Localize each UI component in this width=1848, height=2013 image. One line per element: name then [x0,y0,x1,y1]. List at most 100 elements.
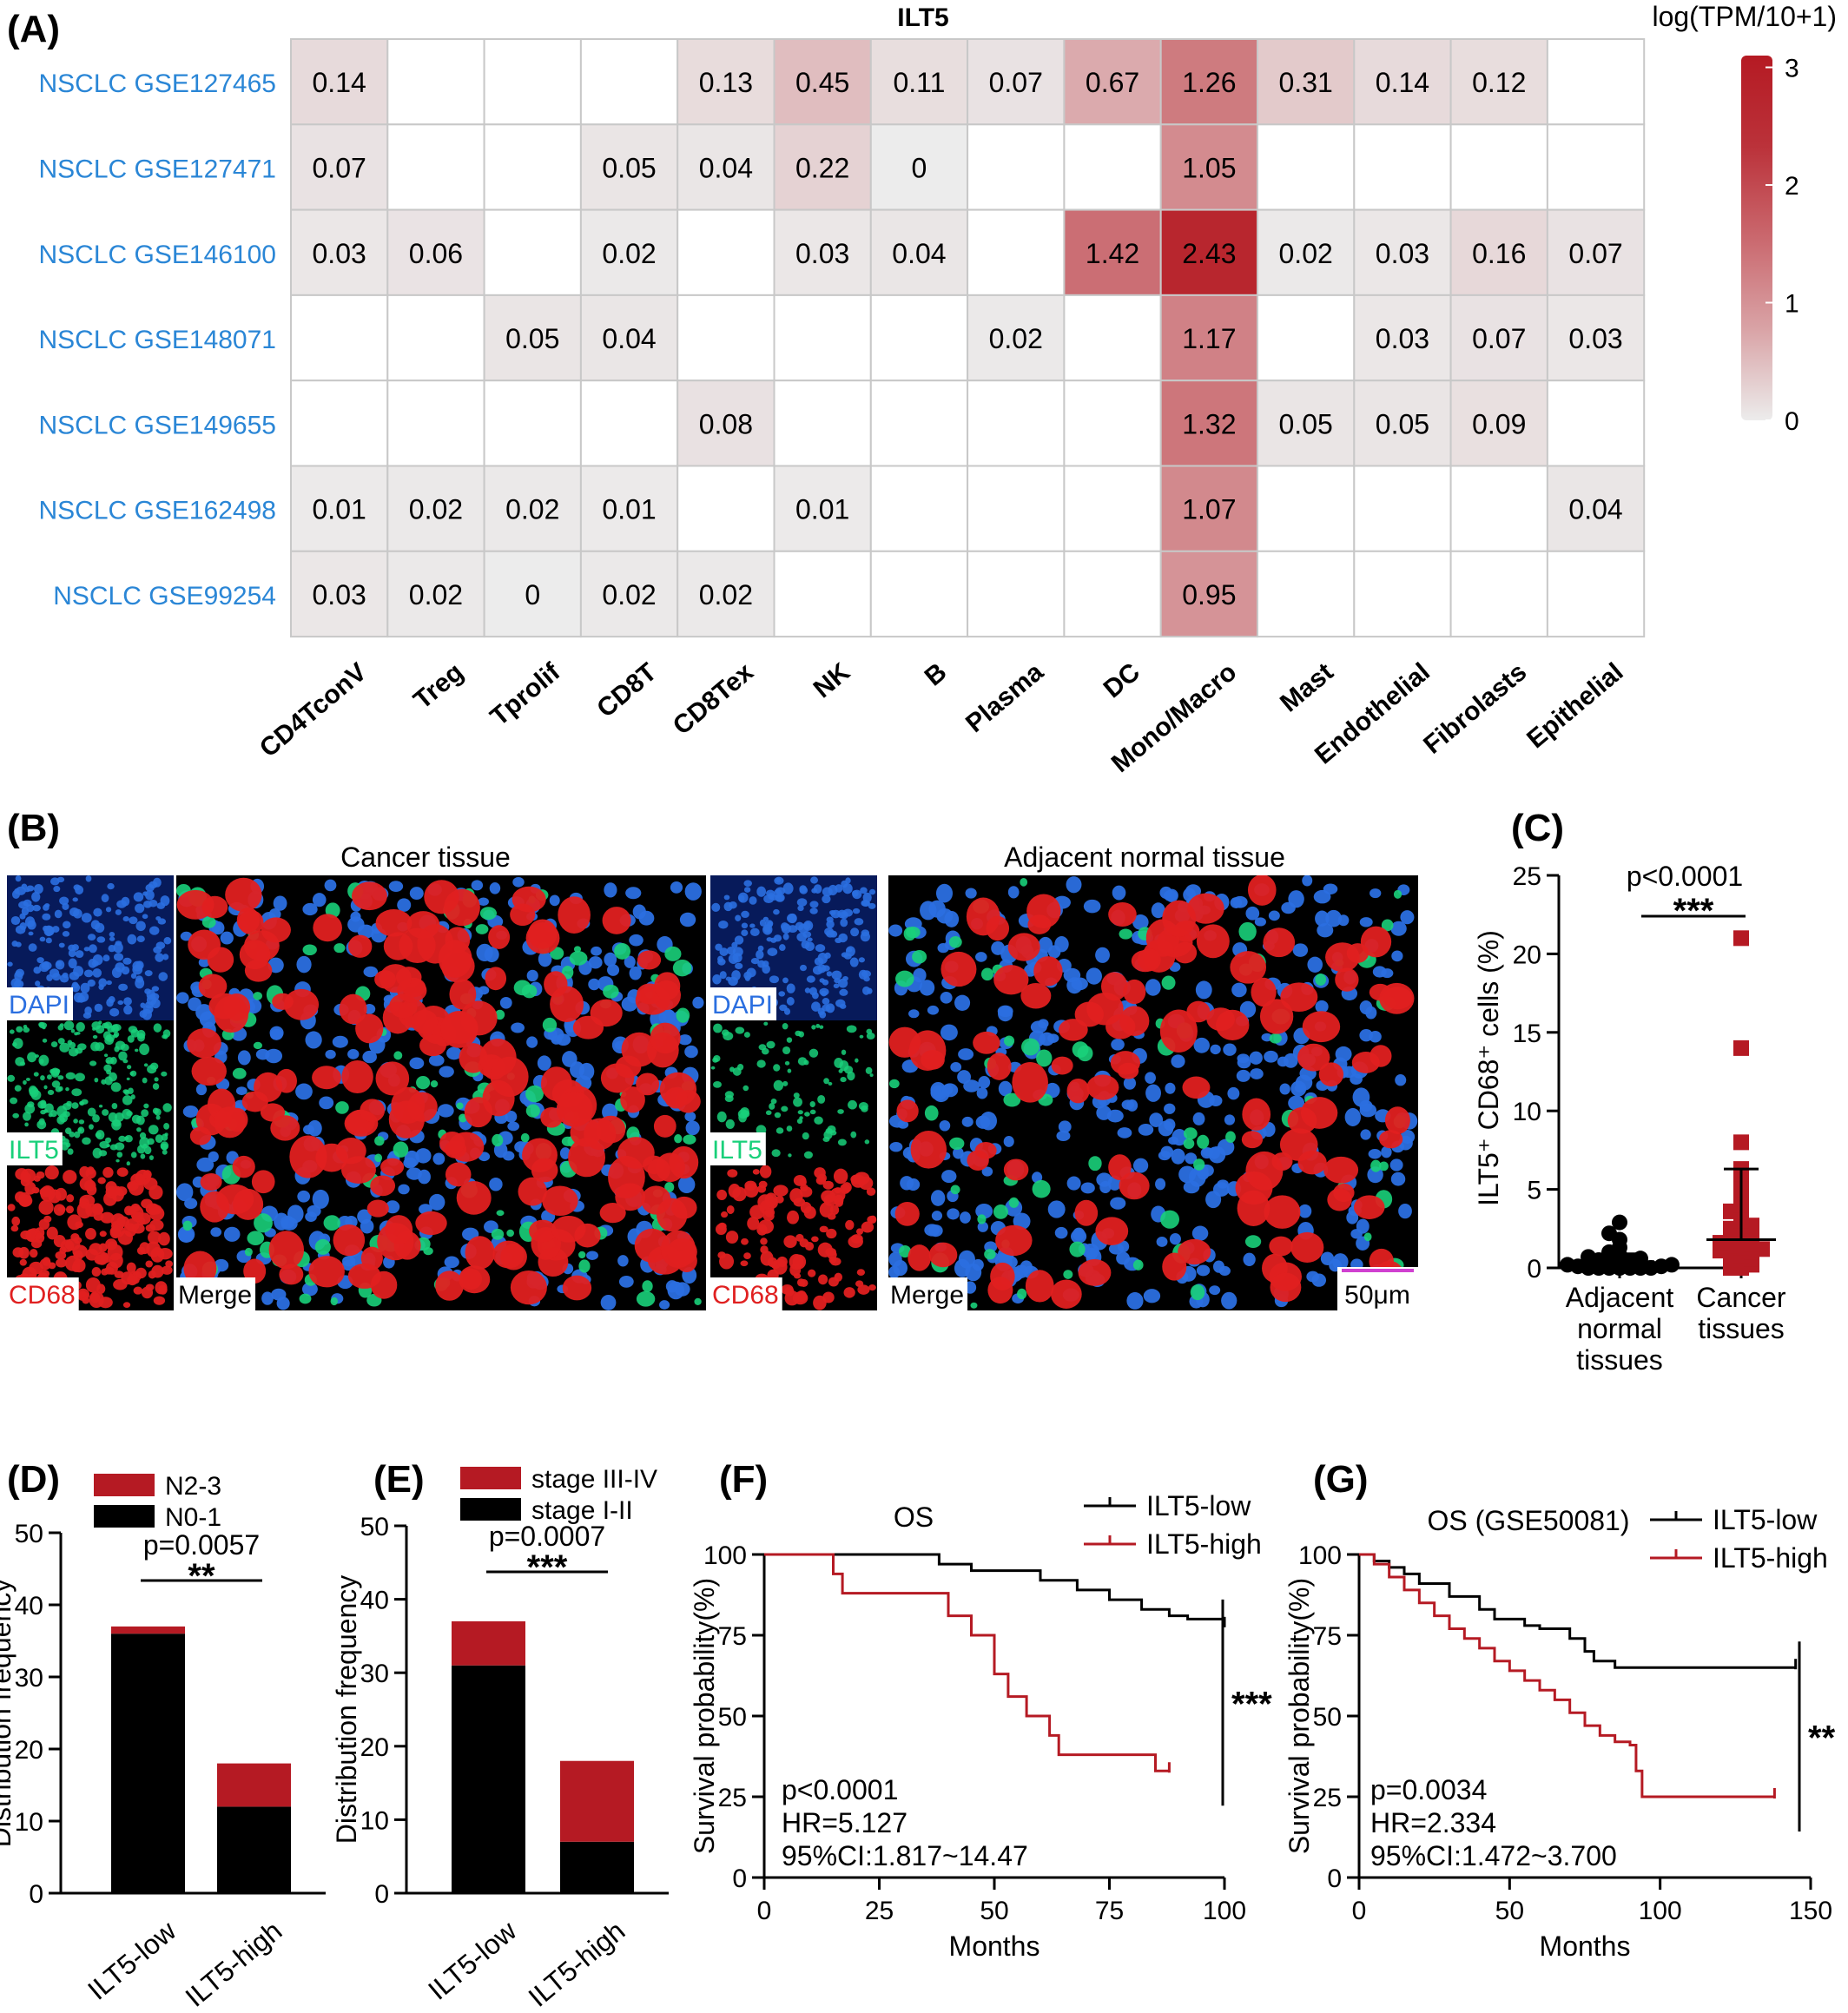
cell-blob [636,1072,660,1096]
cell-blob [7,961,13,967]
cell-blob [620,1086,645,1113]
cell-blob [73,1119,78,1124]
panel-letter-g: (G) [1313,1458,1369,1501]
heatmap-cell [1449,465,1548,552]
cell-blob [1359,1000,1373,1015]
cell-blob [1363,1232,1372,1242]
cell-blob [935,883,954,903]
cell-blob [1132,914,1149,930]
cell-blob [126,1065,132,1070]
cell-blob [18,1194,33,1207]
heatmap-column-label: Mast [1275,657,1339,717]
cell-blob [1119,928,1132,940]
cell-blob [637,950,662,970]
cell-blob [67,1148,74,1155]
heatmap-column-label: NK [808,657,856,703]
cell-blob [444,888,480,927]
heatmap-value: 0.03 [795,238,849,269]
cell-blob [1393,889,1402,899]
cell-blob [1247,875,1277,906]
cell-blob [1209,1285,1221,1296]
cell-blob [102,1166,114,1178]
cell-blob [972,1258,984,1271]
cell-blob [115,1142,125,1151]
cell-blob [865,1066,873,1074]
y-tick-label: 40 [360,1587,389,1615]
y-tick-label: 0 [1327,1864,1342,1893]
cell-blob [773,1064,781,1072]
cell-blob [62,902,69,910]
cell-blob [834,1058,843,1068]
cell-blob [1239,1000,1257,1018]
cell-blob [214,995,249,1033]
y-tick-label: 40 [15,1592,43,1620]
cell-blob [214,1106,246,1138]
cell-blob [859,1034,864,1039]
cell-blob [70,1028,76,1033]
cell-blob [183,1251,217,1286]
cell-blob [715,943,723,951]
cell-blob [1263,927,1296,958]
cell-blob [930,1081,947,1099]
cell-blob [960,1211,971,1224]
heatmap-cell [967,380,1066,467]
cell-blob [1145,1072,1156,1085]
cell-blob [1254,917,1266,927]
cell-blob [963,1079,980,1092]
cell-blob [314,1238,331,1255]
legend-swatch [94,1505,155,1528]
cell-blob [674,1134,683,1144]
cell-blob [98,1020,102,1025]
cell-blob [71,1088,82,1097]
cell-blob [319,1096,334,1110]
cell-blob [797,1057,808,1066]
panel-e-bar: (E) 0 10 20 30 40 50 ILT5-low ILT5-high stage II… [331,1458,669,2013]
legend-title: log(TPM/10+1) [1652,1,1837,32]
cell-blob [48,1262,56,1270]
x-category-label: Cancer [1696,1282,1786,1313]
micrograph-label-bg [7,1132,63,1165]
cell-blob [244,1247,253,1257]
cell-blob [1066,1176,1081,1191]
heatmap-value: 0.05 [602,152,656,183]
cell-blob [116,1216,130,1227]
heatmap-cell [1063,550,1162,638]
cell-blob [28,931,34,936]
cell-blob [14,888,20,894]
cell-blob [1379,982,1415,1014]
cell-blob [903,927,916,941]
cell-blob [62,1111,70,1118]
cell-blob [812,966,823,975]
heatmap-value: 0.02 [602,238,656,269]
heatmap-value: 0 [912,152,927,183]
cell-blob [313,914,342,942]
cell-blob [829,1130,837,1136]
cell-blob [85,1227,96,1240]
heatmap-row-label: NSCLC GSE127471 [39,155,277,183]
heatmap-row-label: NSCLC GSE162498 [39,497,277,525]
heatmap-cell [1353,550,1452,638]
cell-blob [255,1048,270,1060]
cell-blob [809,901,819,908]
cell-blob [1095,947,1110,963]
legend-tick-label: 3 [1785,55,1799,83]
cell-blob [1223,1043,1237,1056]
cell-blob [1269,1236,1293,1257]
cell-blob [1160,1210,1180,1229]
cell-blob [182,1106,199,1118]
cell-blob [117,1230,133,1245]
heatmap-cell [1257,294,1356,382]
cell-blob [759,1165,772,1178]
cell-blob [1183,1127,1198,1140]
cell-blob [1132,1259,1144,1270]
legend-tick-label: 2 [1785,172,1799,201]
cell-blob [82,1137,91,1145]
heatmap-cell [1063,380,1162,467]
cell-blob [106,980,112,986]
cell-blob [811,1001,821,1012]
cell-blob [89,1292,101,1304]
cell-blob [562,1051,578,1067]
cell-blob [511,1022,525,1033]
cell-blob [148,1231,162,1244]
cell-blob [749,1204,765,1219]
